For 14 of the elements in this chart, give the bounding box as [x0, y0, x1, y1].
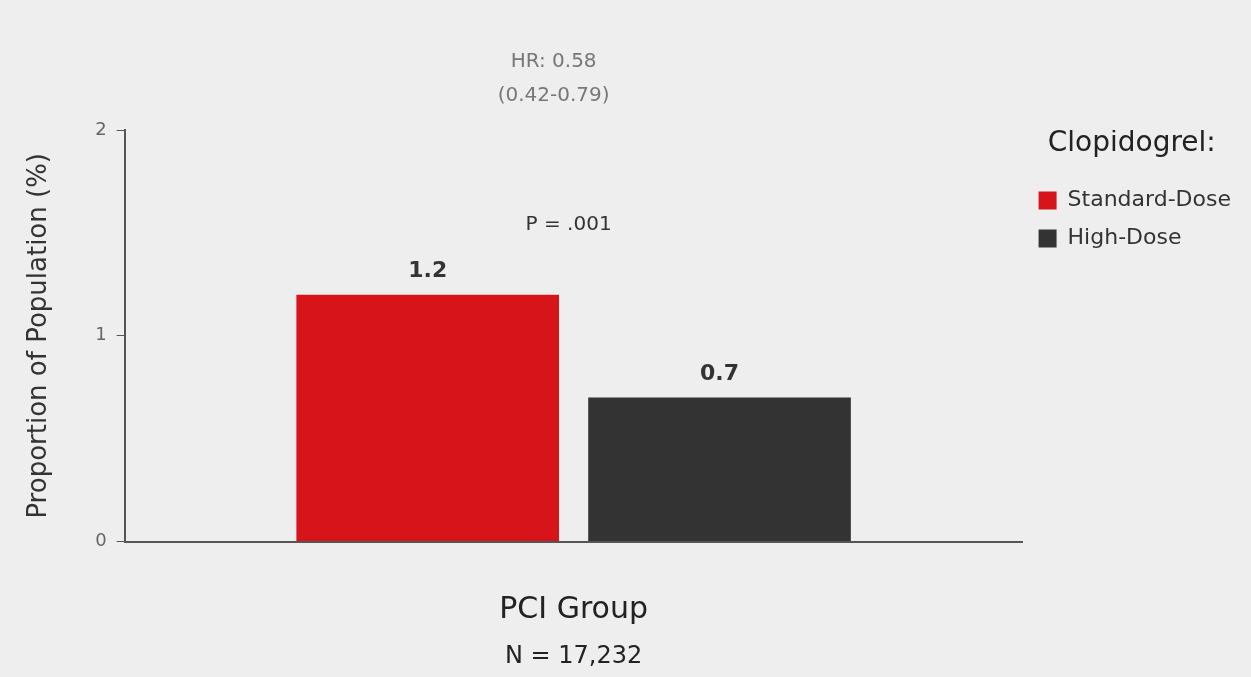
legend-label: Standard-Dose [1067, 186, 1231, 212]
text: N = 17,232 [504, 641, 643, 670]
y-tick-label: 2 [95, 117, 107, 139]
y-tick-label: 1 [95, 323, 107, 345]
legend-label: High-Dose [1067, 224, 1182, 250]
data-label: 1.2 [408, 257, 448, 283]
y-axis-title: Proportion of Population (%) [22, 153, 53, 519]
data-label: 0.7 [700, 360, 740, 386]
text: HR: 0.58 [510, 48, 597, 73]
y-tick-label: 0 [95, 529, 107, 551]
x-axis-title: PCI Group [499, 589, 648, 625]
legend-title: Clopidogrel: [1047, 125, 1216, 159]
annotation: P = .001 [525, 211, 612, 236]
text: (0.42-0.79) [497, 82, 610, 107]
